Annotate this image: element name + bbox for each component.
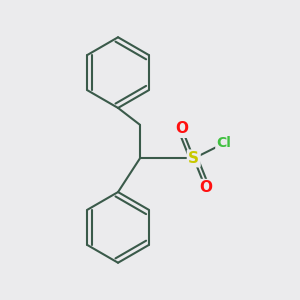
Text: S: S [188, 151, 199, 166]
Text: O: O [199, 180, 212, 195]
Text: Cl: Cl [217, 136, 232, 150]
Text: O: O [176, 122, 188, 136]
